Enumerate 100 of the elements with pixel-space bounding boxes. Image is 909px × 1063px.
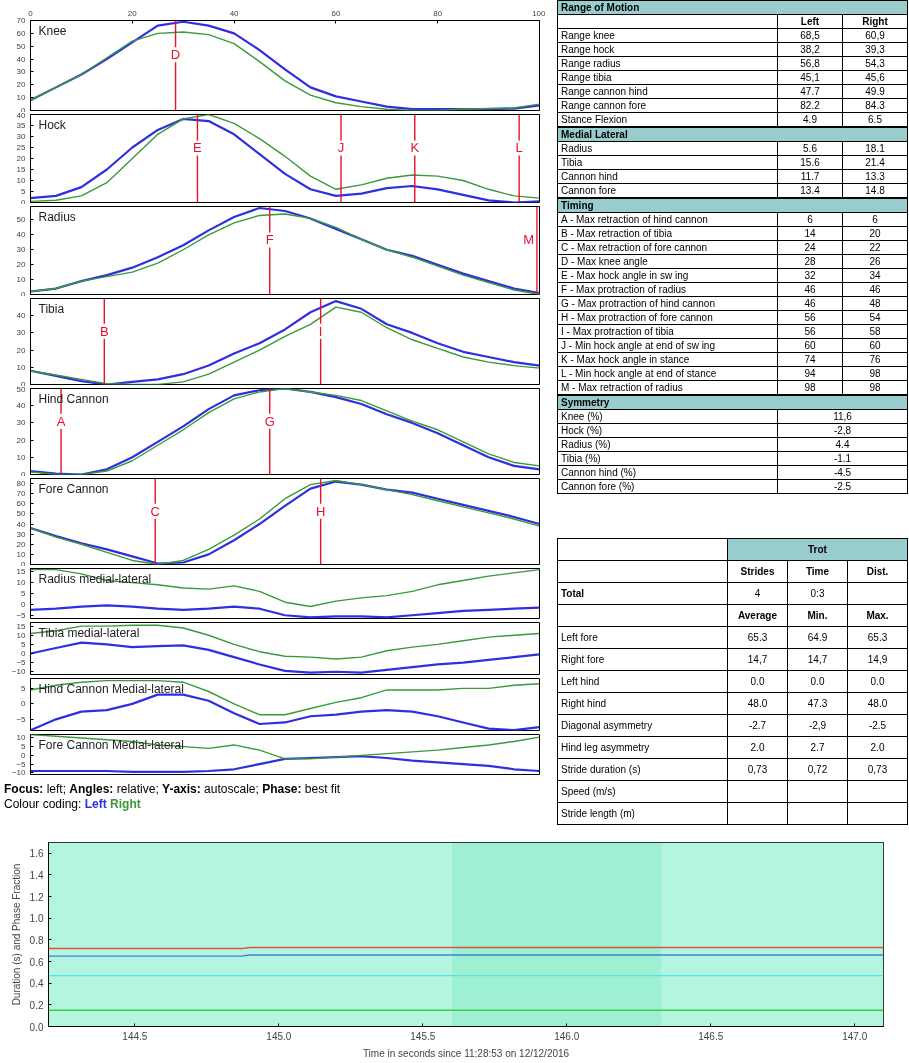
text: 65.3 — [867, 632, 888, 643]
category-label: L - Min hock angle at end of stance — [561, 368, 717, 379]
ref-line-label: J — [337, 140, 345, 156]
y-tick-label: 20 — [16, 539, 27, 549]
y-tick-label: 35 — [16, 121, 27, 130]
text: Left — [84, 797, 107, 811]
y-tick-label: 1.0 — [29, 913, 44, 925]
text: Medial Lateral — [557, 127, 908, 142]
y-tick-label: 70 — [16, 16, 27, 25]
category-label: Range cannon hind — [561, 86, 648, 97]
ref-line-label: M — [523, 232, 534, 248]
category-label: Right — [842, 14, 908, 29]
y-tick-label: 0 — [21, 469, 27, 479]
ref-line-label: F — [265, 232, 274, 248]
category-label: Radius — [561, 143, 593, 154]
text: 98 — [869, 368, 881, 379]
text: 64.9 — [807, 632, 828, 643]
text: Colour coding: — [4, 797, 82, 811]
y-tick-label: 10 — [16, 578, 27, 588]
category-label: Range knee — [561, 30, 615, 41]
ref-line-label: D — [170, 47, 181, 63]
y-tick-label: 15 — [16, 567, 27, 577]
text: 98 — [804, 382, 816, 393]
text: 56 — [804, 312, 816, 323]
x-tick-label: 144.5 — [122, 1030, 148, 1042]
category-label: Total — [561, 588, 585, 599]
y-tick-label: 50 — [16, 509, 27, 519]
category-label: K - Max hock angle in stance — [561, 354, 690, 365]
text: 47.3 — [807, 698, 828, 709]
y-tick-label: 40 — [16, 54, 27, 64]
text: Timing — [557, 198, 908, 213]
x-tick-label: 60 — [331, 8, 341, 18]
text: 6 — [807, 214, 813, 225]
x-axis-title: Time in seconds since 11:28:53 on 12/12/2016 — [362, 1047, 570, 1059]
y-tick-label: 70 — [16, 489, 27, 499]
text: 14,9 — [867, 654, 888, 665]
y-tick-label: −5 — [16, 714, 27, 724]
text: 0:3 — [810, 588, 825, 599]
line-series — [30, 624, 540, 660]
y-tick-label: 80 — [16, 479, 27, 489]
text: 24 — [804, 242, 816, 253]
text: Symmetry — [557, 395, 908, 410]
y-tick-label: 0 — [21, 649, 27, 659]
category-label: Tibia (%) — [561, 453, 601, 464]
text: -2,9 — [808, 720, 827, 731]
text: 6.5 — [868, 114, 882, 125]
text: 0,73 — [867, 764, 888, 775]
y-tick-label: 20 — [16, 80, 27, 90]
line-series — [30, 388, 540, 475]
x-tick-label: 100 — [532, 8, 547, 18]
text: 47.7 — [800, 86, 820, 97]
ref-line-label: I — [318, 323, 323, 339]
text: Right — [110, 797, 141, 811]
y-tick-label: −10 — [11, 667, 27, 677]
chart-title: Hock — [38, 117, 67, 132]
text: 48 — [869, 298, 881, 309]
text: 18.1 — [865, 143, 885, 154]
y-tick-label: 0.2 — [29, 999, 44, 1011]
text: Average — [737, 610, 778, 621]
category-label: Strides — [727, 560, 788, 583]
x-tick-label: 40 — [229, 8, 240, 18]
text: 15.6 — [800, 157, 820, 168]
text: -2.5 — [868, 720, 887, 731]
x-tick-label: 20 — [127, 8, 138, 18]
ref-line-label: E — [193, 140, 203, 156]
text: 45,1 — [800, 72, 820, 83]
y-tick-label: 0 — [21, 289, 27, 299]
x-tick-label: 146.0 — [554, 1030, 580, 1042]
category-label: Cannon hind — [561, 171, 618, 182]
y-tick-label: 20 — [16, 154, 27, 163]
x-tick-label: 146.5 — [698, 1030, 724, 1042]
text: 65.3 — [747, 632, 768, 643]
text: 2.0 — [750, 742, 765, 753]
line-series — [30, 641, 540, 674]
category-label: E - Max hock angle in sw ing — [561, 270, 689, 281]
y-tick-label: −5 — [16, 759, 27, 769]
y-tick-label: 0 — [21, 750, 27, 760]
line-series — [30, 604, 540, 619]
text: 0.0 — [750, 676, 765, 687]
text: 13.4 — [800, 185, 820, 196]
text: 4.9 — [803, 114, 817, 125]
text: 74 — [804, 354, 816, 365]
text: 0.0 — [870, 676, 885, 687]
y-tick-label: 1.4 — [29, 869, 44, 881]
y-tick-label: 15 — [16, 165, 27, 174]
ref-line-label: C — [150, 503, 160, 519]
category-label: Dist. — [847, 560, 908, 583]
text: 49.9 — [865, 86, 885, 97]
category-label: H - Max protraction of fore cannon — [561, 312, 713, 323]
text: 14.8 — [865, 185, 885, 196]
category-label: Range cannon fore — [561, 100, 647, 111]
text: 14,7 — [747, 654, 768, 665]
ref-line-label: L — [515, 140, 523, 156]
text: Range of Motion — [557, 0, 908, 15]
text: 0,73 — [747, 764, 768, 775]
category-label: Range hock — [561, 44, 615, 55]
category-label: J - Min hock angle at end of sw ing — [561, 340, 715, 351]
y-tick-label: 0.8 — [29, 934, 44, 946]
y-tick-label: 1.6 — [29, 848, 44, 860]
y-tick-label: 10 — [16, 176, 27, 185]
